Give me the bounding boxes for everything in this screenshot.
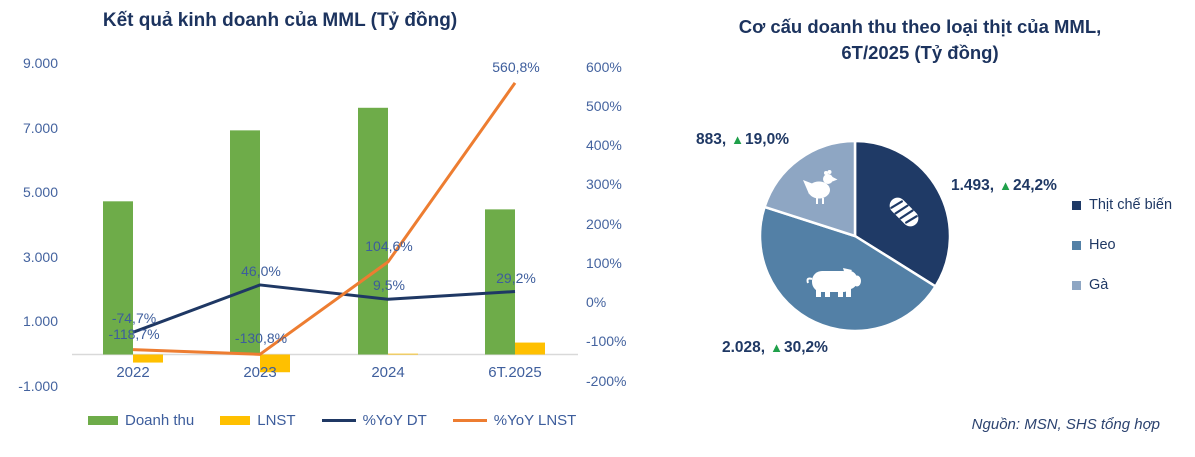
y-left-tick: 3.000 xyxy=(22,248,58,265)
pie-label-ga: 883, ▲19,0% xyxy=(696,131,789,149)
bar-doanh-thu-2022 xyxy=(103,201,133,355)
pie-label-thit-che-bien: 1.493, ▲24,2% xyxy=(951,177,1057,195)
legend-label: Doanh thu xyxy=(125,412,195,429)
legend-item-yoy-dt: %YoY DT xyxy=(321,412,427,429)
legend-item-heo: Heo xyxy=(1072,237,1172,253)
data-label: -130,8% xyxy=(234,330,288,347)
y-right-tick: 200% xyxy=(586,215,622,232)
y-right-tick: -100% xyxy=(586,333,627,350)
pie-slice-heo xyxy=(758,205,937,333)
line--yoy-dt xyxy=(132,283,516,334)
y-right-tick: 100% xyxy=(586,254,622,271)
legend-label: Gà xyxy=(1089,277,1109,293)
pie-label-delta: 30,2% xyxy=(783,339,828,356)
y-left-tick: 7.000 xyxy=(22,119,58,136)
data-label: -74,7% xyxy=(111,310,157,327)
thit-che-bien-swatch xyxy=(1072,200,1081,210)
x-category-label: 2022 xyxy=(116,364,150,381)
bar-lnst-2022 xyxy=(133,354,163,363)
pig-icon xyxy=(806,268,861,297)
pie-label-value: 2.028, xyxy=(722,339,766,356)
pie-chart-legend: Thịt chế biến Heo Gà xyxy=(1072,197,1172,293)
legend-item-yoy-lnst: %YoY LNST xyxy=(452,412,577,429)
pie-label-value: 1.493, xyxy=(951,177,995,194)
lnst-swatch xyxy=(220,416,251,425)
data-label: 560,8% xyxy=(492,58,540,75)
ga-swatch xyxy=(1072,280,1081,290)
x-category-label: 6T.2025 xyxy=(488,364,542,381)
pie-label-delta: 19,0% xyxy=(745,131,789,148)
y-right-tick: 0% xyxy=(586,294,607,310)
bar-doanh-thu-2023 xyxy=(230,130,260,355)
y-left-tick: 9.000 xyxy=(22,55,58,72)
y-right-tick: 300% xyxy=(586,176,622,193)
yoy-dt-swatch xyxy=(321,419,356,422)
y-right-tick: 400% xyxy=(586,137,622,153)
up-triangle-icon: ▲ xyxy=(999,178,1012,193)
data-label: 29,2% xyxy=(496,269,536,286)
combo-chart: Doanh thu LNST %YoY DT %YoY LNST -74,7% 4… xyxy=(18,55,627,429)
combo-chart-plot xyxy=(72,82,578,373)
legend-label: Heo xyxy=(1089,237,1116,253)
y-right-tick: 600% xyxy=(586,58,622,75)
line--yoy-lnst xyxy=(132,82,517,356)
pie-label-heo: 2.028, ▲30,2% xyxy=(722,339,828,357)
y-left-tick: 5.000 xyxy=(22,184,58,201)
combo-chart-title: Kết quả kinh doanh của MML (Tỷ đồng) xyxy=(102,10,458,31)
yoy-lnst-swatch xyxy=(452,419,487,422)
legend-item-doanh-thu: Doanh thu xyxy=(88,412,194,429)
data-label: 46,0% xyxy=(241,262,281,279)
legend-label: %YoY DT xyxy=(362,412,427,429)
data-label: 104,6% xyxy=(365,237,413,254)
up-triangle-icon: ▲ xyxy=(731,132,745,147)
legend-item-lnst: LNST xyxy=(220,412,296,429)
legend-item-ga: Gà xyxy=(1072,277,1172,293)
up-triangle-icon: ▲ xyxy=(770,340,783,355)
data-label: 9,5% xyxy=(373,277,405,294)
bar-doanh-thu-2024 xyxy=(358,107,388,355)
legend-label: %YoY LNST xyxy=(493,412,577,429)
y-right-tick: 500% xyxy=(586,97,622,114)
legend-label: Thịt chế biến xyxy=(1089,197,1173,213)
pie-label-delta: 24,2% xyxy=(1012,177,1057,194)
y-left-tick: 1.000 xyxy=(22,313,58,330)
pie-label-value: 883, xyxy=(696,131,727,148)
bar-lnst-2024 xyxy=(388,353,418,355)
x-category-label: 2023 xyxy=(243,364,277,381)
data-label: -118,7% xyxy=(108,325,160,342)
y-left-tick: -1.000 xyxy=(18,377,58,394)
y-right-tick: -200% xyxy=(586,372,627,389)
combo-chart-legend: Doanh thu LNST %YoY DT %YoY LNST xyxy=(88,412,576,429)
chicken-icon xyxy=(803,170,838,204)
doanh-thu-swatch xyxy=(88,416,118,425)
bar-doanh-thu-6T.2025 xyxy=(485,209,515,355)
hotdog-icon xyxy=(889,197,919,227)
legend-item-thit-che-bien: Thịt chế biến xyxy=(1072,197,1172,213)
bar-lnst-6T.2025 xyxy=(515,342,545,355)
pie-title-line-2: 6T/2025 (Tỷ đồng) xyxy=(841,41,999,63)
x-category-label: 2024 xyxy=(371,364,405,381)
source-note: Nguồn: MSN, SHS tổng hợp xyxy=(971,416,1160,433)
legend-label: LNST xyxy=(257,412,296,429)
heo-swatch xyxy=(1072,240,1081,250)
pie-chart-title: Cơ cấu doanh thu theo loại thịt của MML,… xyxy=(680,14,1160,66)
pie-chart xyxy=(758,139,952,333)
pie-title-line-1: Cơ cấu doanh thu theo loại thịt của MML, xyxy=(738,16,1102,37)
bar-lnst-2023 xyxy=(260,354,290,373)
